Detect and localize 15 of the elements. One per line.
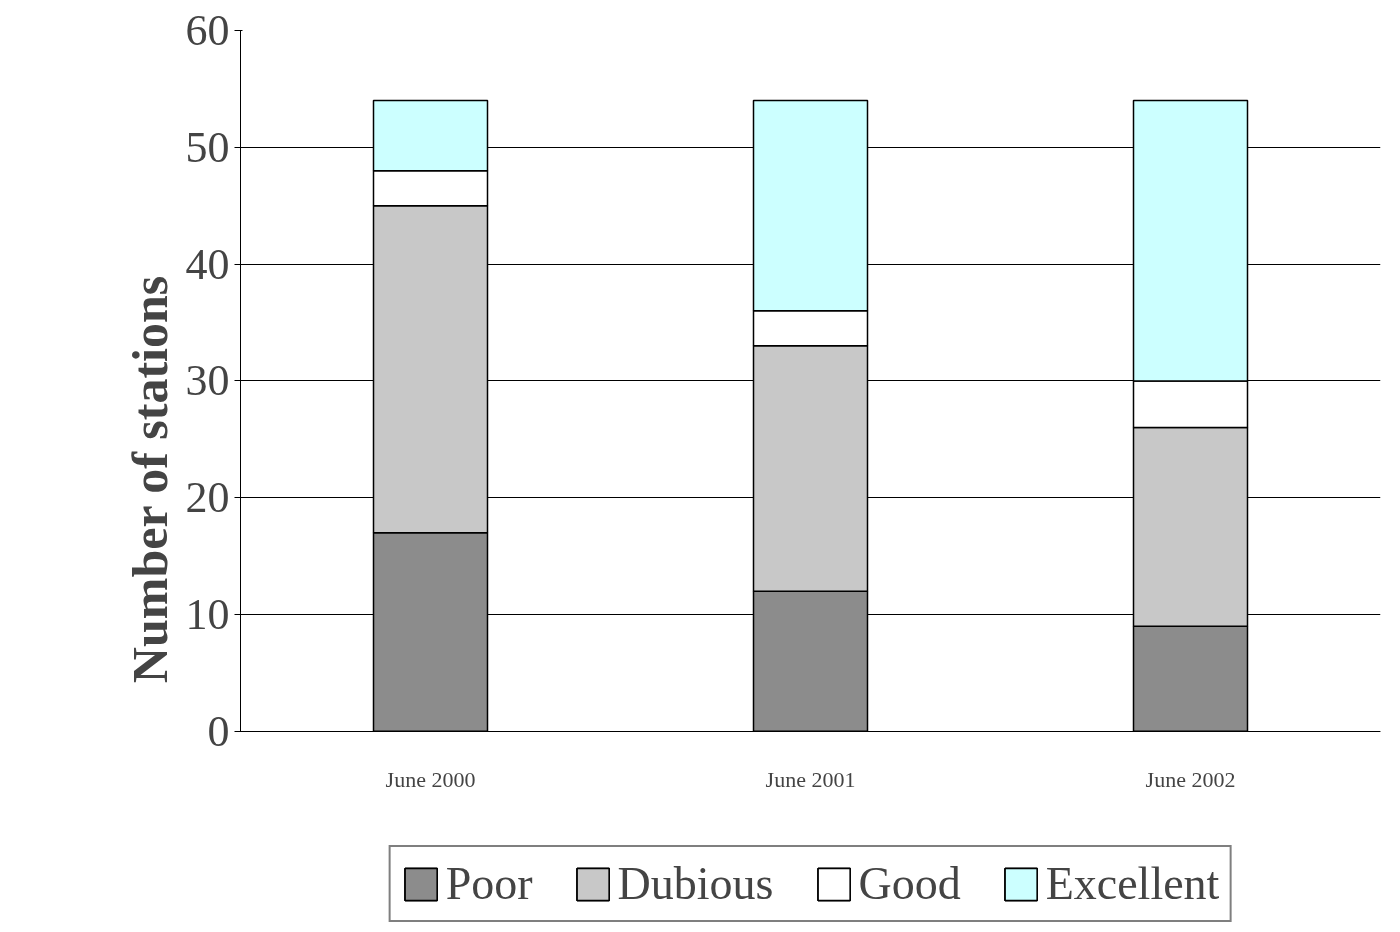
legend-label: Dubious xyxy=(617,857,774,910)
y-tick-label: 20 xyxy=(185,473,230,523)
legend-label: Good xyxy=(858,857,961,910)
x-tick-label: June 2000 xyxy=(385,767,476,793)
y-tick-label: 10 xyxy=(185,589,230,639)
x-tick-label: June 2001 xyxy=(765,767,856,793)
x-tick-label: June 2002 xyxy=(1145,767,1236,793)
y-tick-label: 30 xyxy=(185,356,230,406)
legend-label: Poor xyxy=(445,857,533,910)
y-tick-label: 0 xyxy=(207,706,230,756)
legend-label: Excellent xyxy=(1045,857,1220,910)
y-tick-label: 40 xyxy=(185,239,230,289)
y-tick-label: 50 xyxy=(185,122,230,172)
y-tick-label: 60 xyxy=(185,6,230,55)
y-axis-title: Number of stations xyxy=(121,275,178,684)
